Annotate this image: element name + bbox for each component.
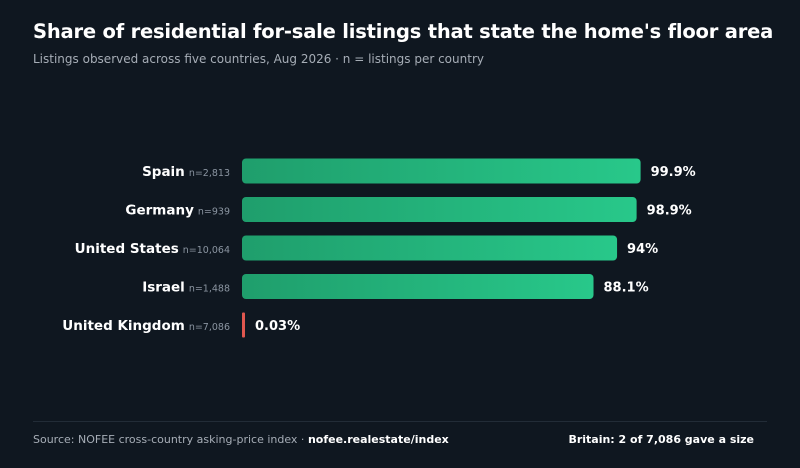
category-name: Israel — [142, 280, 185, 296]
source-link[interactable]: nofee.realestate/index — [307, 433, 449, 446]
value-label-israel: 88.1% — [604, 281, 649, 296]
category-label-united-kingdom: United Kingdom — [62, 318, 185, 334]
bar-united-kingdom — [242, 312, 245, 338]
sample-size-label: n=939 — [198, 207, 230, 218]
footer-divider — [33, 421, 767, 422]
bar-germany — [242, 197, 637, 222]
sample-size-label: n=7,086 — [189, 322, 230, 333]
category-label-israel: Israel — [142, 280, 185, 296]
value-label-germany: 98.9% — [647, 204, 692, 219]
value-label-united-kingdom: 0.03% — [255, 319, 300, 334]
category-name: United States — [75, 241, 179, 257]
category-name: Spain — [142, 164, 185, 180]
bar-israel — [242, 274, 594, 299]
bar-united-states — [242, 235, 618, 261]
sample-size-label: n=2,813 — [189, 168, 230, 179]
bar-row-israel: Israel n=1,488 88.1% — [142, 274, 649, 299]
chart-subtitle: Listings observed across five countries,… — [33, 52, 484, 66]
source-prefix: Source: NOFEE cross-country asking-price… — [33, 433, 308, 446]
category-name: Germany — [125, 203, 194, 219]
value-label-united-states: 94% — [627, 242, 658, 257]
chart-title: Share of residential for-sale listings t… — [33, 20, 774, 43]
sample-size-label: n=10,064 — [183, 245, 230, 256]
sample-size-label: n=1,488 — [189, 284, 230, 295]
bars-layer: Spain n=2,813 99.9% Germany n=939 98.9% United… — [62, 158, 696, 338]
bar-row-germany: Germany n=939 98.9% — [125, 197, 692, 222]
bar-row-spain: Spain n=2,813 99.9% — [142, 158, 696, 184]
category-label-germany: Germany — [125, 203, 194, 219]
bar-spain — [242, 158, 641, 184]
footer-source: Source: NOFEE cross-country asking-price… — [33, 433, 449, 446]
category-label-spain: Spain — [142, 164, 185, 180]
bar-row-united-states: United States n=10,064 94% — [75, 235, 658, 261]
category-name: United Kingdom — [62, 318, 185, 334]
value-label-spain: 99.9% — [651, 165, 696, 180]
bar-row-united-kingdom: United Kingdom n=7,086 0.03% — [62, 312, 300, 338]
category-label-united-states: United States — [75, 241, 179, 257]
footer-note: Britain: 2 of 7,086 gave a size — [568, 433, 754, 446]
